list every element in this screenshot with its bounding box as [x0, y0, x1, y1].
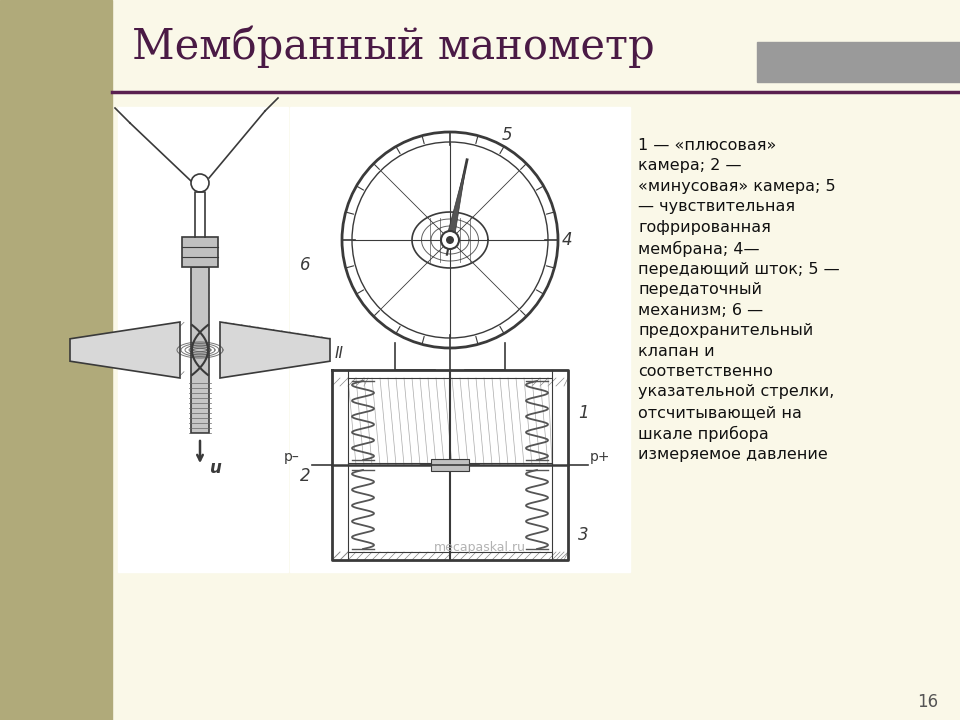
Text: 1: 1 — [578, 403, 588, 421]
Polygon shape — [220, 322, 330, 378]
Bar — [191, 267, 209, 433]
Text: 5: 5 — [502, 126, 513, 144]
Circle shape — [446, 236, 454, 244]
Text: 1 — «плюсовая»
камера; 2 —
«минусовая» камера; 5
— чувствительная
гофрированная
: 1 — «плюсовая» камера; 2 — «минусовая» к… — [638, 138, 840, 462]
Bar — [290, 107, 630, 572]
Bar — [757, 42, 960, 82]
Text: II: II — [335, 346, 344, 361]
Polygon shape — [70, 322, 180, 378]
Text: p–: p– — [284, 450, 300, 464]
Bar — [118, 107, 288, 572]
Polygon shape — [446, 160, 468, 240]
Bar — [182, 237, 218, 267]
Text: p+: p+ — [590, 450, 611, 464]
Text: 3: 3 — [578, 526, 588, 544]
Text: 2: 2 — [300, 467, 311, 485]
Bar — [0, 0, 112, 720]
Text: u: u — [210, 459, 222, 477]
Text: 6: 6 — [300, 256, 311, 274]
Text: 16: 16 — [918, 693, 939, 711]
Circle shape — [338, 128, 562, 352]
Text: 4: 4 — [562, 231, 572, 249]
Text: mecapaskal.ru: mecapaskal.ru — [434, 541, 526, 554]
Bar — [431, 459, 469, 471]
Circle shape — [441, 231, 459, 249]
Text: Мембранный манометр: Мембранный манометр — [132, 26, 655, 68]
